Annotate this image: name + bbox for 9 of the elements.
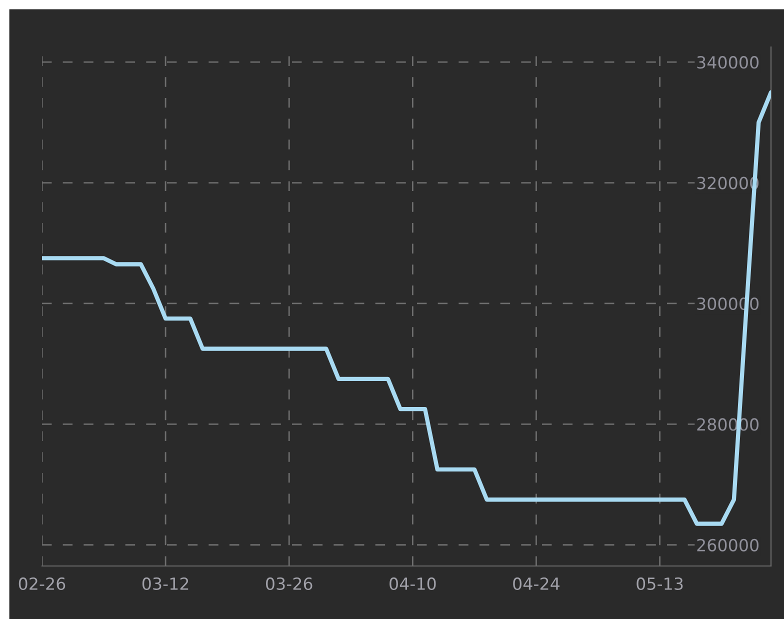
y-tick-label: 260000 bbox=[697, 538, 759, 552]
y-tick-label: 340000 bbox=[697, 56, 759, 69]
line-series bbox=[42, 90, 771, 526]
x-tick-label: 03-26 bbox=[266, 577, 312, 590]
x-tick-label: 02-26 bbox=[18, 577, 66, 590]
x-tick-label: 05-13 bbox=[636, 577, 683, 590]
x-tick-label: 04-10 bbox=[390, 577, 436, 590]
x-tick-label: 03-12 bbox=[142, 577, 188, 590]
x-tick-label: 04-24 bbox=[513, 577, 560, 590]
